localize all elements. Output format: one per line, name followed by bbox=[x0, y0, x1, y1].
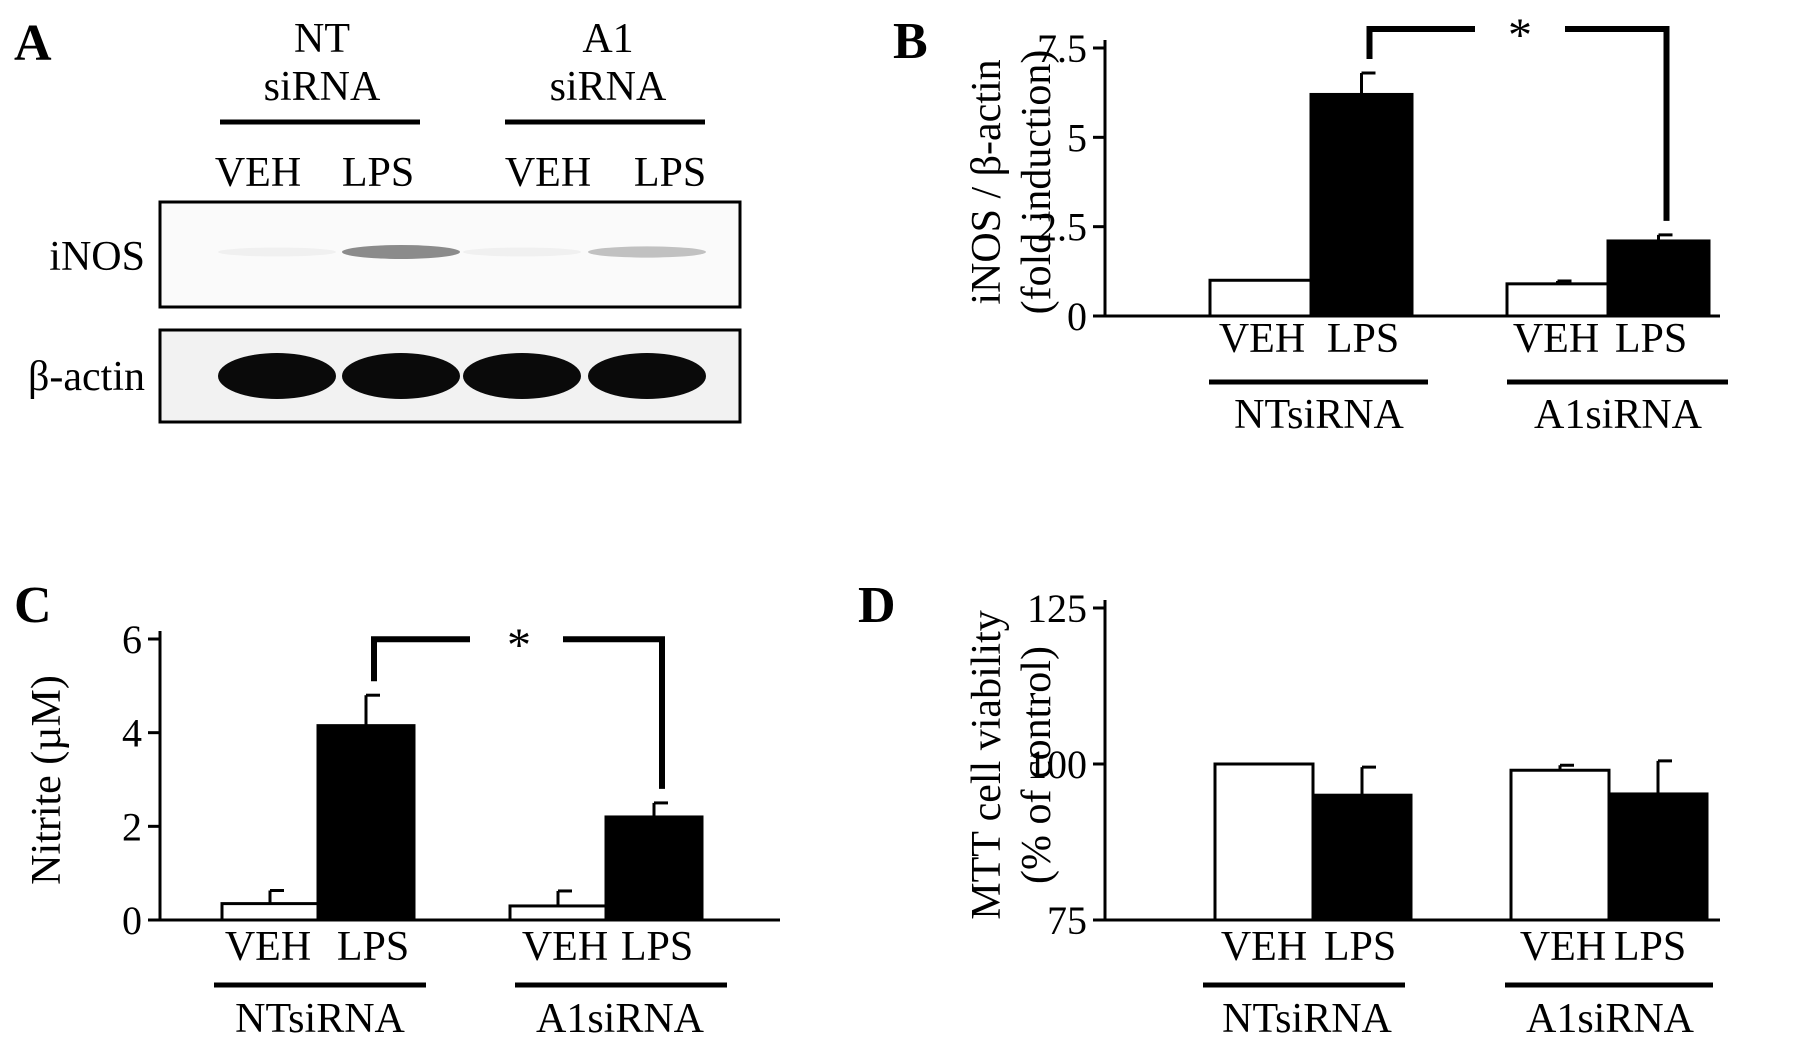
y-tick-label: 0 bbox=[1067, 294, 1087, 339]
significance-star: * bbox=[1508, 9, 1532, 62]
group-nt-label-line1: NT bbox=[294, 16, 350, 62]
bar-lps bbox=[1606, 239, 1711, 318]
category-label: LPS bbox=[337, 924, 409, 970]
category-label: VEH bbox=[225, 924, 311, 970]
bar-veh bbox=[1208, 278, 1313, 318]
lane-label: VEH bbox=[215, 150, 301, 196]
group-label: A1siRNA bbox=[536, 996, 705, 1042]
category-label: LPS bbox=[1614, 924, 1686, 970]
category-label: VEH bbox=[1219, 316, 1305, 362]
bar-veh bbox=[508, 904, 608, 922]
panel-b-inos-chart: B 0 2.5 5 7.5 iNOS / β-actin (fold induction)… bbox=[893, 9, 1728, 438]
y-tick-label: 125 bbox=[1027, 586, 1087, 631]
bar-lps bbox=[1311, 793, 1413, 922]
panel-c-nitrite-chart: C 0 2 4 6 Nitrite (µM) VEH LPS NTsiRNA VEH LPS A1s… bbox=[14, 577, 780, 1042]
panel-a-western-blot: A NT siRNA A1 siRNA VEH LPS VEH LPS iNOS… bbox=[14, 15, 742, 424]
panel-d-letter: D bbox=[858, 577, 896, 634]
significance-bracket-right bbox=[563, 636, 665, 789]
category-label: LPS bbox=[621, 924, 693, 970]
y-tick-label: 6 bbox=[122, 617, 142, 662]
bar-lps bbox=[1607, 792, 1709, 922]
bar-veh bbox=[1505, 282, 1610, 318]
lane-label: LPS bbox=[634, 150, 706, 196]
y-tick-label: 2.5 bbox=[1037, 205, 1087, 250]
lane-label: LPS bbox=[342, 150, 414, 196]
y-tick-label: 75 bbox=[1047, 898, 1087, 943]
panel-d-mtt-chart: D 75 100 125 MTT cell viability (% of contro… bbox=[858, 577, 1720, 1042]
blot-band bbox=[342, 353, 460, 399]
blot-row-label-actin: β-actin bbox=[28, 354, 145, 400]
y-tick-label: 5 bbox=[1067, 115, 1087, 160]
blot-band bbox=[342, 245, 460, 259]
lane-label: VEH bbox=[505, 150, 591, 196]
blot-band bbox=[218, 353, 336, 399]
group-label: A1siRNA bbox=[1534, 392, 1703, 438]
group-label: A1siRNA bbox=[1526, 996, 1695, 1042]
panel-a-letter: A bbox=[14, 15, 52, 72]
category-label: VEH bbox=[1520, 924, 1606, 970]
significance-star: * bbox=[507, 619, 531, 672]
y-tick-label: 7.5 bbox=[1037, 26, 1087, 71]
y-axis-label: Nitrite (µM) bbox=[24, 675, 70, 885]
chart-b-plot: 0 2.5 5 7.5 iNOS / β-actin (fold induction) VE… bbox=[964, 9, 1728, 438]
bar-veh bbox=[1509, 768, 1611, 922]
group-label: NTsiRNA bbox=[235, 996, 405, 1042]
bar-lps bbox=[604, 815, 704, 922]
group-label: NTsiRNA bbox=[1234, 392, 1404, 438]
bar-lps bbox=[316, 724, 416, 922]
blot-band bbox=[588, 353, 706, 399]
bar-lps bbox=[1309, 92, 1414, 318]
chart-d-plot: 75 100 125 MTT cell viability (% of control)… bbox=[964, 586, 1720, 1042]
group-nt-label-line2: siRNA bbox=[264, 64, 381, 110]
group-label: NTsiRNA bbox=[1222, 996, 1392, 1042]
bar-veh bbox=[220, 902, 320, 922]
y-tick-label: 100 bbox=[1027, 742, 1087, 787]
category-label: LPS bbox=[1327, 316, 1399, 362]
chart-c-plot: 0 2 4 6 Nitrite (µM) VEH LPS NTsiRNA VEH LPS A1siR… bbox=[24, 617, 780, 1042]
y-axis-label: MTT cell viability bbox=[964, 610, 1010, 920]
group-a1-label-line1: A1 bbox=[582, 16, 633, 62]
category-label: VEH bbox=[1221, 924, 1307, 970]
blot-actin-bands bbox=[218, 353, 706, 399]
panel-b-letter: B bbox=[893, 13, 928, 70]
group-a1-label-line2: siRNA bbox=[550, 64, 667, 110]
bar-veh bbox=[1213, 762, 1315, 922]
significance-bracket-right bbox=[1565, 26, 1670, 221]
significance-bracket-left bbox=[371, 636, 470, 682]
blot-band bbox=[588, 246, 706, 258]
blot-inos-bands bbox=[218, 245, 706, 259]
category-label: VEH bbox=[522, 924, 608, 970]
y-axis-label: iNOS / β-actin bbox=[964, 59, 1010, 304]
significance-bracket-left bbox=[1366, 26, 1475, 60]
y-tick-label: 2 bbox=[122, 804, 142, 849]
category-label: LPS bbox=[1324, 924, 1396, 970]
y-axis-label-line2: (fold induction) bbox=[1014, 50, 1060, 315]
y-tick-label: 4 bbox=[122, 711, 142, 756]
category-label: LPS bbox=[1615, 316, 1687, 362]
blot-row-label-inos: iNOS bbox=[49, 234, 145, 280]
category-label: VEH bbox=[1513, 316, 1599, 362]
blot-band bbox=[463, 353, 581, 399]
blot-band bbox=[218, 247, 336, 257]
y-axis-label-line2: (% of control) bbox=[1014, 646, 1060, 884]
blot-band bbox=[463, 247, 581, 257]
y-tick-label: 0 bbox=[122, 898, 142, 943]
panel-c-letter: C bbox=[14, 577, 52, 634]
